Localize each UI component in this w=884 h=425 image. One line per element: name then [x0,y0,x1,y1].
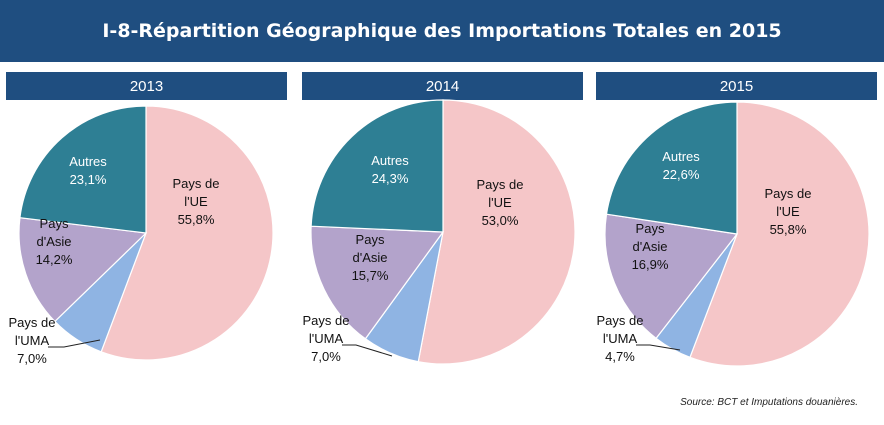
leader-line-2014 [342,344,393,357]
page-title: I-8-Répartition Géographique des Importa… [0,0,884,62]
pie-slice-2013-3 [19,105,147,234]
pie-slice-2013-2 [18,217,148,323]
leader-line-2015 [636,344,681,351]
chart-title-2013: 2013 [6,72,287,100]
slice-label-2015-1: Pays de l'UMA 4,7% [597,313,644,364]
pie-slice-2015-0 [689,101,870,367]
slice-label-2013-2: Pays d'Asie 14,2% [36,216,73,267]
pie-slice-2014-2 [310,225,445,340]
slice-label-2013-0: Pays de l'UE 55,8% [173,176,220,227]
slice-label-2014-1: Pays de l'UMA 7,0% [303,313,350,364]
source-note: Source: BCT et Imputations douanières. [680,397,858,408]
slice-label-2015-0: Pays de l'UE 55,8% [765,186,812,237]
slice-label-2015-2: Pays d'Asie 16,9% [632,221,669,272]
slice-label-2013-1: Pays de l'UMA 7,0% [9,315,56,366]
chart-title-2014: 2014 [302,72,583,100]
chart-title-2015: 2015 [596,72,877,100]
pie-slice-2014-3 [310,99,444,233]
slice-label-2014-2: Pays d'Asie 15,7% [352,232,389,283]
pie-slice-2015-3 [605,101,738,235]
pie-slice-2014-0 [417,99,576,365]
leader-line-2013 [48,339,101,348]
slice-label-2014-0: Pays de l'UE 53,0% [477,177,524,228]
pie-slice-2013-0 [100,105,274,361]
slice-label-2014-3: Autres 24,3% [371,153,409,186]
pie-slice-2015-2 [604,213,739,340]
slice-label-2015-3: Autres 22,6% [662,149,700,182]
slice-label-2013-3: Autres 23,1% [69,154,107,187]
